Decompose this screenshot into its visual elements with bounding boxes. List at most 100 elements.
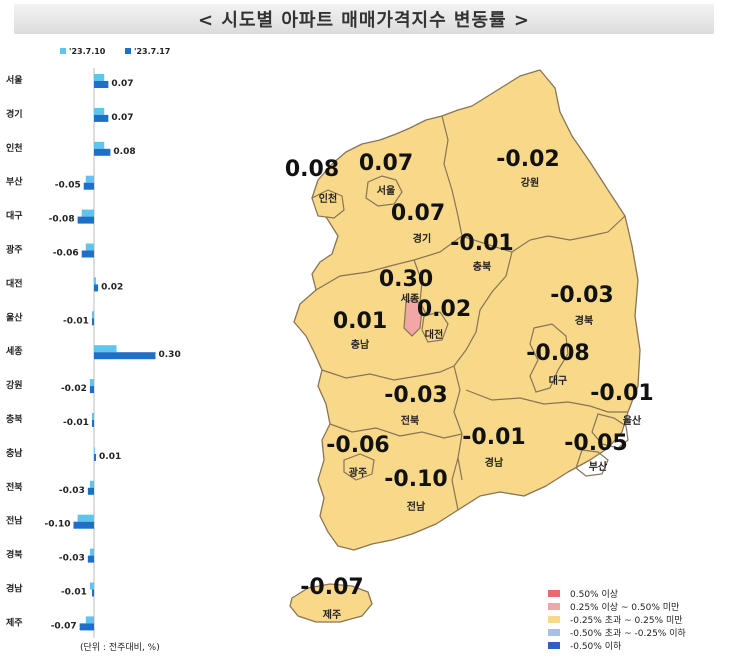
data-label: -0.10 [45, 520, 71, 530]
map-region-name: 대구 [549, 374, 567, 387]
legend-label-1: '23.7.17 [134, 47, 170, 56]
bar [85, 616, 94, 624]
category-label: 제주 [6, 616, 23, 628]
bar [94, 81, 109, 88]
map-value-label: -0.01 [450, 231, 513, 256]
legend-item: -0.50% 이하 [548, 639, 686, 652]
data-label: -0.01 [63, 418, 89, 428]
category-label: 경남 [6, 583, 23, 595]
data-label: 0.02 [101, 282, 123, 292]
bar [77, 216, 94, 224]
data-label: -0.06 [53, 249, 79, 259]
bar [94, 446, 95, 454]
category-label: 강원 [6, 379, 23, 391]
bar [94, 114, 109, 122]
unit-note: (단위 : 전주대비, %) [80, 643, 160, 653]
map-region-name: 경남 [485, 456, 504, 469]
category-label: 전남 [6, 515, 23, 527]
bar [89, 582, 94, 590]
legend-label: -0.50% 초과 ~ -0.25% 이하 [570, 629, 686, 639]
bar [89, 480, 94, 488]
bar [94, 453, 97, 461]
map-region-jeju [289, 583, 373, 623]
map-region-name: 전북 [401, 414, 419, 427]
bar [89, 548, 94, 556]
category-label: 대구 [6, 210, 23, 222]
bar [94, 284, 99, 292]
category-label: 경기 [6, 108, 23, 120]
map-region-name: 경북 [575, 314, 593, 327]
map-region-name: 전남 [407, 500, 426, 513]
category-label: 충북 [6, 413, 23, 425]
map-region-name: 서울 [377, 184, 395, 197]
data-label: -0.08 [49, 215, 75, 225]
bar [89, 386, 94, 394]
legend-swatch [548, 603, 560, 610]
category-label: 세종 [6, 345, 23, 357]
data-label: -0.01 [63, 316, 89, 326]
category-label: 울산 [6, 311, 23, 323]
legend-swatch-1 [125, 48, 131, 54]
bar [81, 250, 94, 258]
category-label: 대전 [6, 277, 23, 289]
bar [91, 311, 94, 319]
legend-label: 0.25% 이상 ~ 0.50% 미만 [570, 603, 680, 613]
map-region-sejong [403, 297, 423, 337]
bar [79, 623, 94, 631]
bar [91, 589, 94, 597]
bar [87, 487, 94, 495]
map-value-label: 0.08 [285, 157, 339, 182]
data-label: 0.07 [111, 79, 133, 89]
category-label: 부산 [6, 176, 23, 188]
bar [77, 514, 94, 522]
data-label: -0.02 [61, 384, 87, 394]
legend-swatch [548, 642, 560, 649]
bar [94, 345, 117, 353]
map-value-label: -0.02 [496, 147, 559, 172]
map-region-name: 대전 [425, 328, 443, 341]
category-label: 광주 [6, 244, 23, 256]
data-label: -0.03 [59, 486, 85, 496]
bar [85, 243, 94, 251]
map-value-label: -0.07 [300, 575, 363, 600]
bar [91, 420, 94, 427]
chart-title: < 시도별 아파트 매매가격지수 변동률 > [14, 4, 714, 34]
legend-label-0: '23.7.10 [69, 47, 106, 56]
data-label: -0.07 [51, 621, 77, 631]
legend-swatch-0 [60, 48, 66, 54]
map-region-name: 광주 [349, 467, 367, 479]
map-value-label: 0.30 [379, 267, 433, 292]
bar [94, 277, 97, 285]
map-legend: 0.50% 이상 0.25% 이상 ~ 0.50% 미만 -0.25% 초과 ~ 0… [548, 587, 686, 652]
map-region-name: 울산 [623, 414, 642, 427]
category-label: 전북 [6, 481, 23, 493]
map-value-label: -0.06 [326, 433, 389, 458]
map-region-name: 제주 [323, 608, 341, 621]
legend-label: -0.25% 초과 ~ 0.25% 미만 [570, 616, 683, 626]
map-value-label: -0.10 [384, 467, 447, 492]
legend-label: -0.50% 이하 [570, 642, 622, 652]
data-label: -0.03 [59, 554, 85, 564]
data-label: -0.05 [55, 181, 81, 191]
data-label: -0.01 [61, 588, 87, 598]
map-value-label: -0.08 [526, 341, 589, 366]
bar [94, 141, 105, 149]
map-value-label: 0.02 [417, 297, 471, 322]
map-region-gwangju [343, 453, 375, 481]
bar-chart: '23.7.10 '23.7.17 서울 0.07 경기 0.07 인천 0.08 부산 -0.0… [6, 47, 181, 638]
category-label: 경북 [6, 549, 23, 561]
map-value-label: -0.01 [462, 425, 525, 450]
data-label: 0.08 [113, 147, 135, 157]
map-region-incheon [311, 189, 345, 219]
legend-item: -0.50% 초과 ~ -0.25% 이하 [548, 626, 686, 639]
bar [94, 74, 105, 81]
category-label: 서울 [6, 74, 23, 86]
map-region-seoul [365, 175, 403, 207]
legend-label: 0.50% 이상 [570, 590, 619, 600]
category-label: 인천 [6, 143, 23, 154]
map-value-label: -0.03 [384, 383, 447, 408]
map-region-daejeon [421, 311, 449, 343]
data-label: 0.01 [99, 452, 121, 462]
map-value-label: -0.03 [550, 283, 613, 308]
